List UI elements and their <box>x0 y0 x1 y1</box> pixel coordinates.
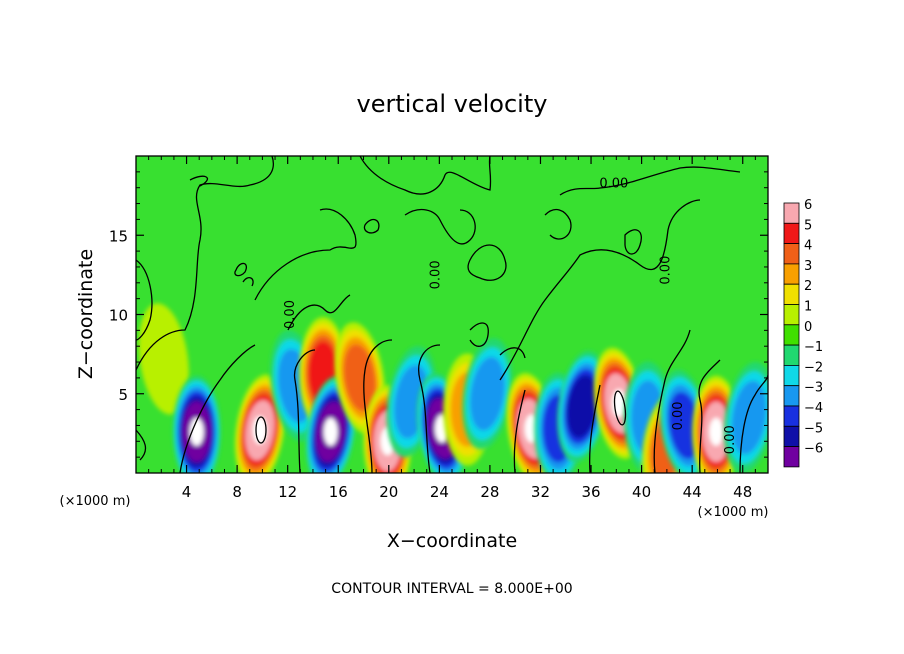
x-axis: 4 8 12 16 20 24 28 32 36 40 44 48 <box>148 156 756 501</box>
contour-interval-note: CONTOUR INTERVAL = 8.000E+00 <box>331 581 572 597</box>
colorbar-swatch <box>783 446 800 468</box>
zero-contour <box>363 339 393 473</box>
x-tick-label: 8 <box>232 483 242 501</box>
zero-contour <box>136 156 274 371</box>
x-tick-label: 24 <box>430 483 449 501</box>
updraft-cell <box>234 374 285 473</box>
zero-contour <box>613 390 627 426</box>
zero-contour <box>136 429 147 461</box>
zero-contour <box>242 277 254 287</box>
zero-contour <box>363 218 380 234</box>
downdraft-cell <box>172 375 221 473</box>
colorbar-label: −3 <box>804 381 823 396</box>
zero-contours <box>136 156 768 473</box>
colorbar-swatch <box>783 364 800 387</box>
colorbar-label: −6 <box>804 442 823 457</box>
x-tick-label: 44 <box>683 483 702 501</box>
colorbar-label: 3 <box>804 259 812 274</box>
zero-contour <box>254 208 357 301</box>
x-tick-label: 12 <box>278 483 297 501</box>
zero-contour <box>189 175 209 187</box>
contour-label: 0.00 <box>283 300 298 329</box>
colorbar-swatch <box>783 263 800 285</box>
y-axis: 5 10 15 <box>109 171 768 458</box>
zero-contour <box>469 322 489 347</box>
zero-contour <box>698 359 721 473</box>
x-tick-label: 16 <box>329 483 348 501</box>
x-tick-label: 40 <box>632 483 651 501</box>
x-origin-unit-label: (×1000 m) <box>60 494 131 509</box>
downdraft-cell <box>462 338 513 450</box>
zero-contour <box>359 156 492 195</box>
colorbar-label: 0 <box>804 320 812 335</box>
x-tick-label: 20 <box>379 483 398 501</box>
x-tick-label: 4 <box>182 483 192 501</box>
y-tick-label: 10 <box>109 307 128 325</box>
colorbar-swatch <box>783 344 800 366</box>
contour-label: 0.00 <box>671 401 686 430</box>
y-tick-label: 15 <box>109 227 128 245</box>
zero-contour <box>179 344 256 473</box>
downdraft-cell <box>724 361 768 473</box>
colorbar-swatch <box>783 283 800 305</box>
x-tick-label: 28 <box>480 483 499 501</box>
zero-contour <box>559 166 741 196</box>
colorbar: 6 5 4 3 2 1 0 −1 −2 −3 −4 −5 −6 <box>783 198 823 468</box>
contour-labels: 0.00 0.00 0.00 0.00 0.00 0.00 <box>283 177 738 454</box>
plot-area: 0.000.00 0.000.000.000.00 4 8 12 16 20 24 28 32 3… <box>109 155 769 501</box>
colorbar-label: −5 <box>804 421 823 436</box>
zero-contour <box>499 347 526 359</box>
colorbar-swatch <box>783 243 800 265</box>
chart-title: vertical velocity <box>357 90 548 118</box>
colorbar-label: −2 <box>804 360 823 375</box>
velocity-field <box>138 303 768 473</box>
zero-contour <box>234 262 247 277</box>
zero-contour <box>653 329 691 473</box>
zero-contour <box>136 259 153 341</box>
colorbar-label: 6 <box>804 198 812 213</box>
zero-contour <box>255 416 267 444</box>
colorbar-swatch <box>783 425 800 447</box>
zero-contour <box>293 349 316 473</box>
zero-contour <box>624 229 642 255</box>
colorbar-label: 2 <box>804 279 812 294</box>
colorbar-swatch <box>783 405 800 427</box>
colorbar-swatch <box>783 304 800 326</box>
colorbar-label: 1 <box>804 300 812 315</box>
zero-contour <box>287 294 351 331</box>
x-axis-title: X−coordinate <box>387 530 517 552</box>
zero-contour <box>739 374 768 473</box>
contour-label: 0.00 <box>599 177 628 192</box>
colorbar-label: −4 <box>804 401 823 416</box>
zero-contour <box>467 244 507 281</box>
colorbar-swatch <box>783 324 800 346</box>
x-tick-label: 32 <box>531 483 550 501</box>
zero-contour <box>513 389 526 473</box>
zero-contour <box>544 208 572 240</box>
contour-label: 0.00 <box>723 425 738 454</box>
contour-label: 0.00 <box>658 256 673 285</box>
zero-contour <box>499 199 701 381</box>
colorbar-swatch <box>783 385 800 407</box>
colorbar-label: 5 <box>804 218 812 233</box>
zero-contour <box>418 344 441 473</box>
x-axis-unit-label: (×1000 m) <box>698 505 769 520</box>
colorbar-label: 4 <box>804 239 812 254</box>
colorbar-label: −1 <box>804 340 823 355</box>
x-tick-label: 36 <box>581 483 600 501</box>
y-axis-title: Z−coordinate <box>75 249 97 379</box>
contour-label: 0.00 <box>428 260 443 289</box>
colorbar-swatch <box>783 222 800 245</box>
zero-contour <box>404 208 476 245</box>
x-tick-label: 48 <box>733 483 752 501</box>
zero-contour <box>589 384 601 473</box>
y-tick-label: 5 <box>118 386 128 404</box>
colorbar-swatch <box>783 202 800 224</box>
